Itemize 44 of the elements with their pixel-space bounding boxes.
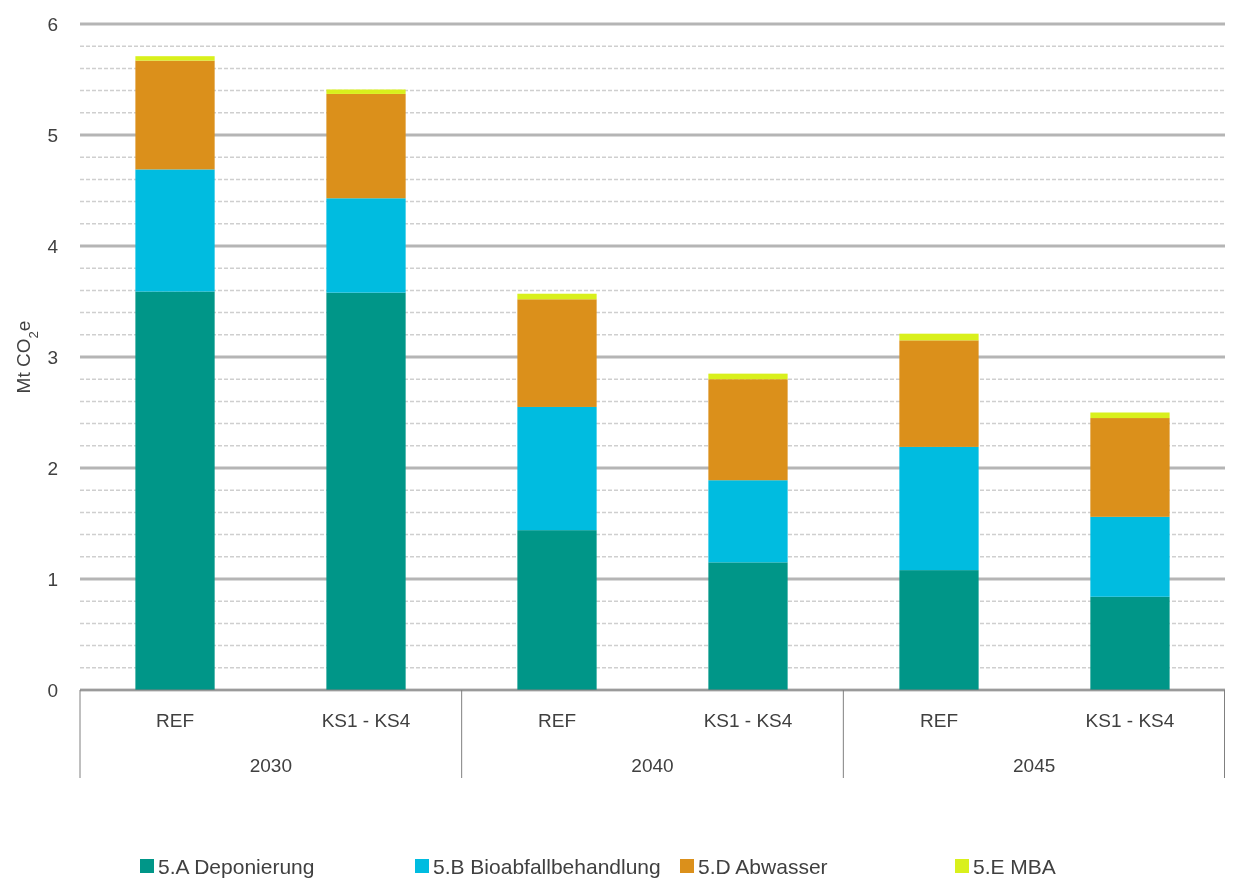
y-tick-label: 1 [47,568,58,590]
x-tick-label: KS1 - KS4 [1085,710,1175,731]
bar [899,570,979,690]
y-tick-label: 5 [47,124,58,146]
bar [708,562,788,690]
y-tick-label: 6 [47,13,58,35]
y-tick-label: 3 [47,346,58,368]
bar [1090,412,1170,419]
bar [1090,516,1170,597]
bar [899,333,979,341]
bar [517,299,597,407]
bar [708,373,788,380]
bar [135,169,215,292]
x-tick-label: KS1 - KS4 [321,710,411,731]
x-tick-label: REF [919,710,958,731]
x-tick-label: KS1 - KS4 [703,710,793,731]
bar [326,89,406,94]
text: 2045 [1013,755,1056,776]
bar [326,198,406,293]
legend-label: 5.B Bioabfallbehandlung [433,855,661,878]
x-tick-label: REF [156,710,195,731]
bar [517,406,597,531]
legend-label: 5.D Abwasser [698,855,828,878]
legend-label: 5.A Deponierung [158,855,315,878]
bar [1090,596,1170,690]
bar [899,446,979,571]
text: 2040 [631,755,674,776]
text: 2030 [249,755,292,776]
bar [135,60,215,170]
bar [135,291,215,690]
legend-label: 5.E MBA [973,855,1056,878]
bar [326,93,406,199]
bar [899,340,979,447]
bar [1090,418,1170,517]
x-tick-label: REF [538,710,576,731]
bar [517,530,597,690]
bar [708,480,788,563]
bar [708,379,788,481]
bar [326,292,406,690]
bar [517,293,597,300]
y-tick-label: 0 [47,679,58,701]
y-tick-label: 2 [47,457,58,479]
bar [135,56,215,61]
y-tick-label: 4 [47,235,59,257]
